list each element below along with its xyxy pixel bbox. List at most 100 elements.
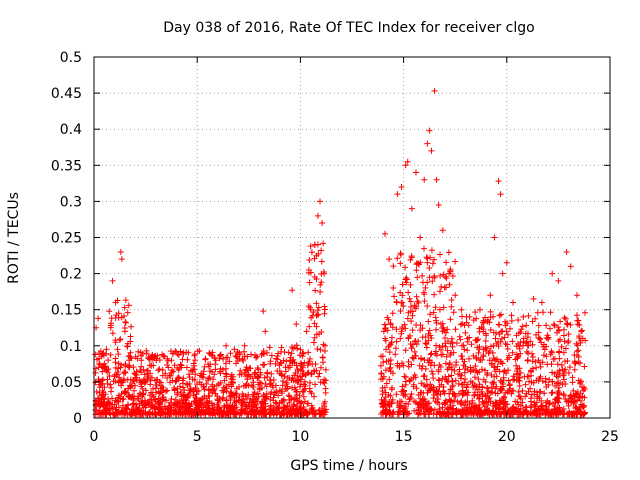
data-point: [164, 374, 171, 381]
data-point: [412, 399, 419, 406]
data-point: [514, 355, 521, 362]
data-point: [419, 272, 426, 279]
data-point: [174, 364, 181, 371]
data-point: [98, 353, 105, 360]
data-point: [447, 398, 454, 405]
data-point: [476, 356, 483, 363]
data-point: [541, 390, 548, 397]
data-point: [452, 292, 459, 299]
data-point: [317, 281, 324, 288]
data-point: [466, 334, 473, 341]
data-points: [92, 87, 589, 418]
data-point: [529, 318, 536, 325]
data-point: [179, 410, 186, 417]
data-point: [450, 309, 457, 316]
data-point: [384, 327, 391, 334]
data-point: [472, 309, 479, 316]
data-point: [414, 260, 421, 267]
data-point: [509, 338, 516, 345]
data-point: [143, 350, 150, 357]
data-point: [295, 398, 302, 405]
data-point: [96, 407, 103, 414]
data-point: [206, 405, 213, 412]
data-point: [556, 404, 563, 411]
data-point: [409, 312, 416, 319]
data-point: [433, 317, 440, 324]
data-point: [254, 353, 261, 360]
data-point: [483, 408, 490, 415]
data-point: [522, 381, 529, 388]
data-point: [308, 249, 315, 256]
data-point: [573, 292, 580, 299]
data-point: [510, 411, 517, 418]
data-point: [561, 376, 568, 383]
data-point: [383, 406, 390, 413]
data-point: [500, 398, 507, 405]
data-point: [387, 368, 394, 375]
data-point: [308, 402, 315, 409]
data-point: [517, 402, 524, 409]
data-point: [106, 400, 113, 407]
data-point: [418, 365, 425, 372]
data-point: [113, 398, 120, 405]
data-point: [457, 336, 464, 343]
data-point: [514, 366, 521, 373]
data-point: [535, 322, 542, 329]
data-point: [482, 393, 489, 400]
data-point: [486, 348, 493, 355]
data-point: [156, 356, 163, 363]
data-point: [178, 393, 185, 400]
data-point: [494, 363, 501, 370]
data-point: [203, 403, 210, 410]
data-point: [422, 340, 429, 347]
y-tick-label: 0.15: [51, 303, 82, 319]
data-point: [209, 402, 216, 409]
data-point: [301, 387, 308, 394]
data-point: [94, 356, 101, 363]
data-point: [100, 402, 107, 409]
data-point: [103, 366, 110, 373]
data-point: [408, 254, 415, 261]
data-point: [237, 410, 244, 417]
data-point: [390, 263, 397, 270]
data-point: [120, 370, 127, 377]
data-point: [525, 312, 532, 319]
data-point: [529, 341, 536, 348]
data-point: [143, 367, 150, 374]
data-point: [305, 360, 312, 367]
data-point: [137, 349, 144, 356]
data-point: [537, 335, 544, 342]
data-point: [235, 397, 242, 404]
data-point: [528, 402, 535, 409]
data-point: [177, 361, 184, 368]
data-point: [197, 372, 204, 379]
data-point: [459, 320, 466, 327]
data-point: [92, 369, 99, 376]
data-point: [320, 240, 327, 247]
data-point: [562, 345, 569, 352]
data-point: [167, 372, 174, 379]
data-point: [243, 411, 250, 418]
data-point: [548, 389, 555, 396]
data-point: [171, 386, 178, 393]
y-tick-label: 0.2: [60, 267, 82, 283]
data-point: [413, 267, 420, 274]
data-point: [282, 368, 289, 375]
data-point: [531, 388, 538, 395]
data-point: [193, 395, 200, 402]
data-point: [470, 352, 477, 359]
data-point: [447, 316, 454, 323]
data-point: [315, 311, 322, 318]
data-point: [267, 360, 274, 367]
x-tick-label: 5: [193, 429, 202, 445]
data-point: [403, 411, 410, 418]
data-point: [138, 407, 145, 414]
data-point: [254, 398, 261, 405]
data-point: [250, 383, 257, 390]
data-point: [255, 390, 262, 397]
data-point: [313, 323, 320, 330]
data-point: [122, 297, 129, 304]
data-point: [307, 243, 314, 250]
data-point: [482, 378, 489, 385]
